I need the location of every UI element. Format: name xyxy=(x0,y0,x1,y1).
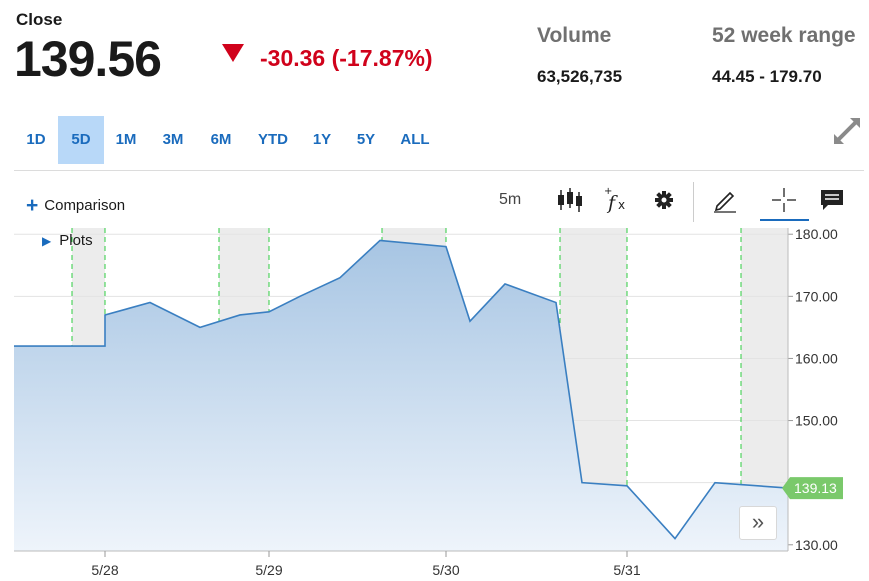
function-icon[interactable]: + f x xyxy=(603,186,631,214)
svg-text:x: x xyxy=(618,198,625,212)
close-label: Close xyxy=(16,10,63,29)
y-tick-label: 160.00 xyxy=(795,350,838,366)
comment-icon[interactable] xyxy=(818,186,846,214)
price-area xyxy=(14,240,788,551)
pencil-icon[interactable] xyxy=(711,186,739,214)
toolbar-divider xyxy=(693,182,694,222)
period-tab-1d[interactable]: 1D xyxy=(26,131,46,148)
plus-icon: + xyxy=(26,194,39,217)
last-price-label: 139.13 xyxy=(794,480,837,496)
y-tick-label: 130.00 xyxy=(795,537,838,553)
interval-selector[interactable]: 5m xyxy=(499,191,522,208)
candlestick-icon[interactable] xyxy=(556,186,584,214)
y-tick-label: 150.00 xyxy=(795,413,838,429)
active-tool-indicator xyxy=(760,219,809,221)
comparison-label: Comparison xyxy=(44,197,126,214)
triangle-right-icon: ▶ xyxy=(42,234,52,248)
y-tick-label: 180.00 xyxy=(795,226,838,242)
svg-text:+: + xyxy=(604,186,612,197)
range-value: 44.45 - 179.70 xyxy=(712,67,822,86)
period-tab-all[interactable]: ALL xyxy=(400,131,430,148)
expand-icon[interactable] xyxy=(830,114,864,148)
x-tick-label: 5/29 xyxy=(255,562,282,578)
period-tab-3m[interactable]: 3M xyxy=(162,131,184,148)
gear-icon[interactable] xyxy=(650,186,678,214)
period-tab-ytd[interactable]: YTD xyxy=(258,131,288,148)
period-tab-5d[interactable]: 5D xyxy=(58,116,104,164)
period-tab-6m[interactable]: 6M xyxy=(210,131,232,148)
plots-toggle[interactable]: ▶ Plots xyxy=(42,232,93,249)
volume-value: 63,526,735 xyxy=(537,67,623,86)
x-tick-label: 5/28 xyxy=(91,562,118,578)
period-tab-5y[interactable]: 5Y xyxy=(356,131,376,148)
last-price-tag xyxy=(782,477,843,500)
volume-label: Volume xyxy=(537,24,612,47)
scroll-right-button[interactable]: » xyxy=(739,506,777,540)
down-arrow-icon xyxy=(222,44,244,62)
period-tab-1y[interactable]: 1Y xyxy=(312,131,332,148)
divider xyxy=(14,170,864,171)
last-price: 139.56 xyxy=(14,31,162,87)
svg-text:f: f xyxy=(606,192,618,214)
y-tick-label: 170.00 xyxy=(795,288,838,304)
range-label: 52 week range xyxy=(712,24,856,47)
comparison-button[interactable]: + Comparison xyxy=(26,194,125,218)
x-tick-label: 5/30 xyxy=(432,562,459,578)
x-tick-label: 5/31 xyxy=(613,562,640,578)
plots-label: Plots xyxy=(59,232,93,249)
crosshair-icon[interactable] xyxy=(770,186,798,214)
price-change: -30.36 (-17.87%) xyxy=(260,45,433,71)
period-tab-1m[interactable]: 1M xyxy=(115,131,137,148)
